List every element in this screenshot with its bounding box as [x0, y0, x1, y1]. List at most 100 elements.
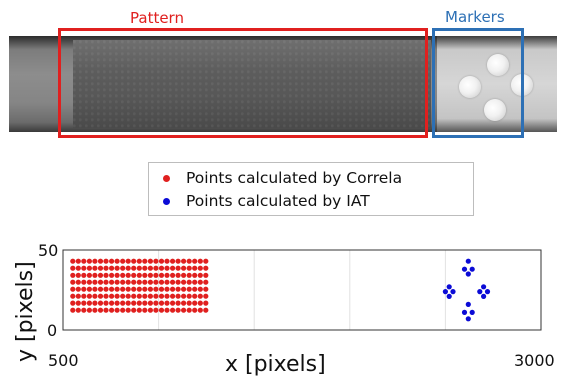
correla-point: [175, 265, 181, 271]
correla-point: [147, 258, 153, 264]
correla-point: [92, 279, 98, 285]
correla-point: [75, 272, 81, 278]
correla-point: [103, 307, 109, 313]
correla-point: [186, 293, 192, 299]
correla-point: [125, 307, 131, 313]
correla-point: [136, 293, 142, 299]
correla-point: [170, 279, 176, 285]
correla-point: [109, 300, 115, 306]
correla-point: [86, 265, 92, 271]
correla-point: [158, 307, 165, 313]
iat-point: [469, 309, 475, 315]
correla-point: [120, 258, 126, 264]
correla-point: [136, 307, 142, 313]
correla-point: [186, 279, 192, 285]
correla-point: [136, 265, 142, 271]
iat-point: [461, 309, 468, 315]
correla-point: [186, 272, 192, 278]
correla-point: [158, 272, 165, 278]
correla-point: [70, 258, 76, 264]
correla-point: [103, 265, 109, 271]
correla-point: [197, 300, 203, 306]
correla-point: [70, 307, 76, 313]
correla-point: [175, 272, 181, 278]
correla-point: [158, 258, 165, 264]
markers-highlight-box: [432, 28, 524, 138]
correla-point: [170, 293, 176, 299]
correla-point: [142, 300, 148, 306]
correla-point: [142, 265, 148, 271]
correla-point: [203, 272, 209, 278]
correla-point: [86, 279, 92, 285]
pattern-highlight-box: [58, 28, 428, 138]
x-axis-label: x [pixels]: [225, 352, 326, 377]
correla-point: [153, 293, 159, 299]
correla-point: [197, 258, 203, 264]
correla-point: [86, 307, 92, 313]
correla-point: [170, 258, 176, 264]
correla-point: [142, 307, 148, 313]
correla-point: [70, 286, 76, 292]
correla-point: [192, 258, 198, 264]
correla-point: [153, 258, 159, 264]
correla-point: [109, 293, 115, 299]
correla-point: [147, 300, 153, 306]
correla-point: [97, 286, 104, 292]
y-axis-label: y [pixels]: [13, 261, 38, 362]
correla-point: [153, 286, 159, 292]
correla-point: [109, 265, 115, 271]
correla-point: [131, 293, 137, 299]
correla-point: [197, 272, 203, 278]
correla-point: [192, 265, 198, 271]
plot-points: [70, 258, 491, 322]
correla-point: [186, 286, 192, 292]
correla-point: [186, 307, 192, 313]
plot-frame: [62, 249, 542, 331]
legend-item-iat: Points calculated by IAT: [163, 190, 370, 212]
correla-point: [75, 307, 81, 313]
correla-point: [75, 300, 81, 306]
correla-point: [142, 286, 148, 292]
correla-point: [120, 300, 126, 306]
correla-point: [114, 272, 120, 278]
correla-point: [81, 307, 87, 313]
correla-point: [170, 265, 176, 271]
correla-point: [186, 300, 192, 306]
correla-point: [197, 293, 203, 299]
marker-dot: [484, 99, 506, 121]
correla-point: [70, 293, 76, 299]
correla-point: [192, 307, 198, 313]
correla-point: [75, 258, 81, 264]
marker-dot: [487, 54, 509, 76]
correla-point: [136, 258, 142, 264]
correla-point: [164, 286, 170, 292]
correla-point: [197, 265, 203, 271]
correla-point: [131, 279, 137, 285]
correla-point: [120, 279, 126, 285]
correla-point: [153, 307, 159, 313]
correla-point: [181, 307, 187, 313]
correla-point: [164, 300, 170, 306]
correla-point: [75, 279, 81, 285]
correla-point: [81, 279, 87, 285]
correla-point: [203, 300, 209, 306]
correla-point: [86, 300, 92, 306]
correla-point: [158, 293, 165, 299]
correla-point: [136, 300, 142, 306]
correla-point: [136, 286, 142, 292]
correla-point: [97, 307, 104, 313]
correla-point: [120, 293, 126, 299]
correla-point: [131, 286, 137, 292]
pattern-label: Pattern: [130, 9, 184, 27]
correla-point: [153, 265, 159, 271]
correla-point: [136, 272, 142, 278]
iat-point: [461, 266, 468, 272]
correla-point: [97, 265, 104, 271]
correla-point: [86, 286, 92, 292]
correla-point: [203, 293, 209, 299]
correla-point: [103, 279, 109, 285]
correla-point: [164, 265, 170, 271]
speckle-pattern-region: [73, 40, 431, 128]
iat-point: [469, 266, 475, 272]
